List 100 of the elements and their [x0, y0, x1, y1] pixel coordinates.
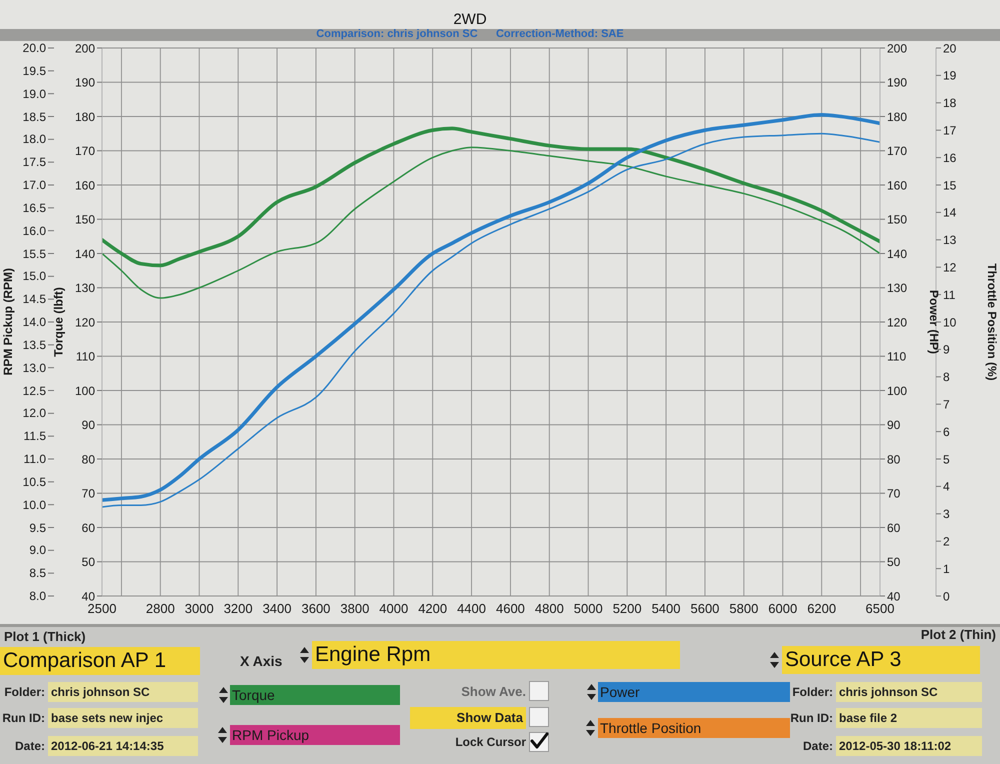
y-tick-label: 160 — [74, 178, 96, 192]
y2-tick-label: 180 — [887, 110, 908, 124]
y3-tick-label: 15 — [943, 178, 957, 192]
y-tick-label: 180 — [74, 110, 96, 124]
text: 16.0 — [22, 224, 46, 238]
chart-subtitle: Comparison: chris johnson SC Correction-Method: SAE — [316, 28, 624, 40]
x-tick-label: 4200 — [418, 601, 448, 616]
text: Date: — [14, 739, 45, 753]
y2-tick-label: 110 — [887, 350, 906, 364]
text: RPM Pickup (RPM) — [1, 268, 15, 376]
text: 19.0 — [22, 86, 46, 101]
x-tick-label: 2800 — [146, 601, 175, 616]
y-tick-label: 80 — [82, 452, 96, 466]
text: 12.0 — [22, 406, 46, 420]
chart-title: 2WD — [453, 11, 487, 28]
text: Show Data — [456, 710, 523, 725]
y-tick-label: 120 — [74, 315, 96, 330]
text: chris johnson SC — [51, 685, 150, 699]
text: 16.5 — [22, 200, 46, 215]
y-tick-label: 190 — [74, 76, 96, 90]
text: 15.0 — [22, 269, 46, 284]
y3-tick-label: 5 — [943, 452, 950, 466]
x-tick-label: 5000 — [574, 601, 603, 616]
text: 10.0 — [22, 498, 46, 512]
text: RPM Pickup — [232, 727, 310, 743]
y-tick-label: 200 — [74, 41, 96, 56]
y2-tick-label: 80 — [887, 452, 901, 466]
x-tick-label: 4800 — [534, 601, 564, 616]
text: 17.0 — [22, 178, 46, 192]
y2-tick-label: 50 — [887, 555, 901, 570]
text: Run ID: — [790, 711, 833, 725]
y-axis-title: Torque (lbft) — [51, 287, 66, 357]
text: Engine Rpm — [315, 643, 431, 666]
y2-tick-label: 200 — [887, 41, 908, 56]
y2-tick-label: 130 — [887, 281, 908, 296]
text: Folder: — [792, 685, 833, 699]
y2-tick-label: 60 — [887, 520, 901, 535]
y3-tick-label: 3 — [943, 507, 950, 522]
y3-tick-label: 17 — [943, 123, 957, 138]
y3-tick-label: 12 — [943, 260, 957, 274]
x-tick-label: 4600 — [496, 601, 525, 616]
text: Show Ave. — [461, 684, 526, 699]
y-tick-label: 130 — [74, 281, 96, 296]
y2-tick-label: 140 — [887, 246, 908, 261]
text: X Axis — [240, 653, 282, 669]
y3-tick-label: 0 — [943, 589, 950, 604]
x-tick-label: 5400 — [652, 601, 681, 616]
x-tick-label: 6000 — [768, 601, 798, 616]
y-tick-label: 40 — [82, 589, 96, 604]
text: 11.0 — [24, 452, 46, 466]
y3-tick-label: 1 — [943, 562, 950, 576]
y2-tick-label: 170 — [887, 144, 908, 158]
text: Power — [599, 684, 640, 700]
text: 14.0 — [22, 315, 46, 329]
text: Lock Cursor — [455, 735, 526, 749]
y-tick-label: 70 — [82, 486, 96, 501]
y3-tick-label: 7 — [943, 397, 950, 412]
text: 13.0 — [22, 360, 46, 375]
x-tick-label: 3000 — [184, 601, 214, 616]
x-tick-label: 3400 — [262, 601, 292, 616]
x-tick-label: 3800 — [340, 601, 370, 616]
text: Folder: — [4, 685, 45, 699]
y2-tick-label: 100 — [887, 384, 908, 398]
y2-axis-title: Power (HP) — [926, 290, 941, 354]
text: 20.0 — [22, 41, 46, 55]
text: 18.0 — [22, 132, 46, 146]
text: base sets new injec — [51, 711, 164, 725]
y3-tick-label: 10 — [943, 315, 957, 330]
y3-tick-label: 4 — [943, 480, 950, 494]
y3-tick-label: 9 — [943, 342, 950, 357]
y-tick-label: 100 — [74, 384, 96, 398]
text: 17.5 — [22, 155, 46, 170]
text: Plot 1 (Thick) — [4, 629, 86, 644]
x-tick-label: 4400 — [457, 601, 486, 616]
x-tick-label: 5200 — [612, 601, 642, 616]
text: 10.5 — [22, 474, 46, 489]
x-tick-label: 3200 — [224, 601, 253, 616]
text: Date: — [802, 739, 833, 753]
y-tick-label: 90 — [82, 418, 96, 432]
y-tick-label: 110 — [76, 350, 96, 364]
y2-tick-label: 70 — [887, 486, 901, 501]
text: 12.5 — [22, 384, 46, 398]
y3-axis-title: Throttle Position (%) — [984, 263, 999, 381]
text: 2012-06-21 14:14:35 — [51, 739, 164, 753]
text: 8.0 — [29, 589, 46, 603]
y3-tick-label: 6 — [943, 424, 950, 439]
text: base file 2 — [839, 711, 898, 725]
y3-tick-label: 8 — [943, 370, 950, 384]
text: 18.5 — [22, 110, 46, 124]
y-tick-label: 150 — [74, 212, 96, 227]
x-tick-label: 6500 — [866, 601, 894, 616]
text: Comparison AP 1 — [3, 649, 166, 672]
x-tick-label: 5800 — [729, 601, 758, 616]
text: chris johnson SC — [839, 685, 938, 699]
y2-tick-label: 160 — [887, 178, 908, 192]
y-tick-label: 60 — [82, 520, 96, 535]
text: 2012-05-30 18:11:02 — [839, 739, 952, 753]
x-tick-label: 6200 — [807, 601, 836, 616]
source-note: Source AP 3 — [785, 648, 902, 671]
y2-tick-label: 120 — [887, 315, 908, 330]
